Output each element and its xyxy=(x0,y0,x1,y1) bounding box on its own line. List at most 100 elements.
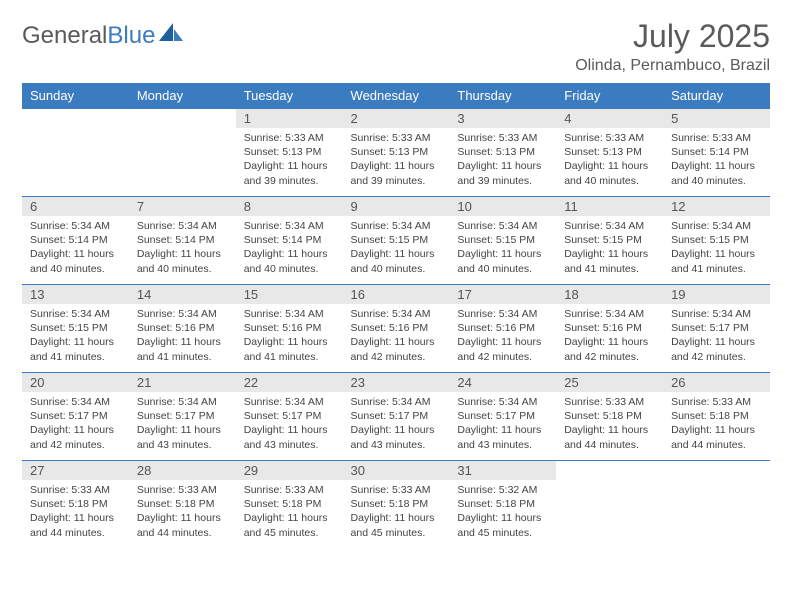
calendar-cell xyxy=(129,109,236,197)
calendar-cell: 12Sunrise: 5:34 AMSunset: 5:15 PMDayligh… xyxy=(663,197,770,285)
day-number: 11 xyxy=(556,197,663,216)
day-body: Sunrise: 5:34 AMSunset: 5:17 PMDaylight:… xyxy=(129,392,236,456)
day-number: 29 xyxy=(236,461,343,480)
weekday-header: Monday xyxy=(129,83,236,109)
day-body: Sunrise: 5:34 AMSunset: 5:15 PMDaylight:… xyxy=(663,216,770,280)
day-body: Sunrise: 5:34 AMSunset: 5:17 PMDaylight:… xyxy=(236,392,343,456)
day-body: Sunrise: 5:33 AMSunset: 5:18 PMDaylight:… xyxy=(343,480,450,544)
weekday-header: Thursday xyxy=(449,83,556,109)
day-number: 23 xyxy=(343,373,450,392)
day-body: Sunrise: 5:34 AMSunset: 5:16 PMDaylight:… xyxy=(343,304,450,368)
day-number: 7 xyxy=(129,197,236,216)
calendar-cell: 10Sunrise: 5:34 AMSunset: 5:15 PMDayligh… xyxy=(449,197,556,285)
day-number xyxy=(22,109,129,113)
weekday-header: Saturday xyxy=(663,83,770,109)
day-number xyxy=(129,109,236,113)
day-body: Sunrise: 5:32 AMSunset: 5:18 PMDaylight:… xyxy=(449,480,556,544)
day-number: 13 xyxy=(22,285,129,304)
calendar-cell: 3Sunrise: 5:33 AMSunset: 5:13 PMDaylight… xyxy=(449,109,556,197)
day-body: Sunrise: 5:34 AMSunset: 5:15 PMDaylight:… xyxy=(449,216,556,280)
calendar-cell: 17Sunrise: 5:34 AMSunset: 5:16 PMDayligh… xyxy=(449,285,556,373)
calendar-week-row: 6Sunrise: 5:34 AMSunset: 5:14 PMDaylight… xyxy=(22,197,770,285)
calendar-week-row: 27Sunrise: 5:33 AMSunset: 5:18 PMDayligh… xyxy=(22,461,770,549)
day-body: Sunrise: 5:34 AMSunset: 5:17 PMDaylight:… xyxy=(343,392,450,456)
day-number: 31 xyxy=(449,461,556,480)
day-number: 28 xyxy=(129,461,236,480)
day-body: Sunrise: 5:34 AMSunset: 5:15 PMDaylight:… xyxy=(343,216,450,280)
day-body: Sunrise: 5:34 AMSunset: 5:15 PMDaylight:… xyxy=(556,216,663,280)
day-number: 10 xyxy=(449,197,556,216)
weekday-header: Sunday xyxy=(22,83,129,109)
calendar-cell: 16Sunrise: 5:34 AMSunset: 5:16 PMDayligh… xyxy=(343,285,450,373)
day-body: Sunrise: 5:34 AMSunset: 5:16 PMDaylight:… xyxy=(236,304,343,368)
day-number: 1 xyxy=(236,109,343,128)
calendar-cell: 11Sunrise: 5:34 AMSunset: 5:15 PMDayligh… xyxy=(556,197,663,285)
day-number: 9 xyxy=(343,197,450,216)
day-number: 2 xyxy=(343,109,450,128)
day-number: 30 xyxy=(343,461,450,480)
calendar-cell: 30Sunrise: 5:33 AMSunset: 5:18 PMDayligh… xyxy=(343,461,450,549)
calendar-head: SundayMondayTuesdayWednesdayThursdayFrid… xyxy=(22,83,770,109)
calendar-cell: 9Sunrise: 5:34 AMSunset: 5:15 PMDaylight… xyxy=(343,197,450,285)
day-number: 26 xyxy=(663,373,770,392)
day-number xyxy=(663,461,770,465)
day-number: 16 xyxy=(343,285,450,304)
day-body: Sunrise: 5:34 AMSunset: 5:16 PMDaylight:… xyxy=(129,304,236,368)
day-number: 3 xyxy=(449,109,556,128)
day-number: 15 xyxy=(236,285,343,304)
day-number: 12 xyxy=(663,197,770,216)
calendar-cell: 13Sunrise: 5:34 AMSunset: 5:15 PMDayligh… xyxy=(22,285,129,373)
calendar-body: 1Sunrise: 5:33 AMSunset: 5:13 PMDaylight… xyxy=(22,109,770,549)
day-body: Sunrise: 5:33 AMSunset: 5:14 PMDaylight:… xyxy=(663,128,770,192)
month-title: July 2025 xyxy=(575,18,770,55)
calendar-cell: 15Sunrise: 5:34 AMSunset: 5:16 PMDayligh… xyxy=(236,285,343,373)
calendar-cell: 7Sunrise: 5:34 AMSunset: 5:14 PMDaylight… xyxy=(129,197,236,285)
day-number: 4 xyxy=(556,109,663,128)
day-body: Sunrise: 5:33 AMSunset: 5:18 PMDaylight:… xyxy=(236,480,343,544)
calendar-cell: 14Sunrise: 5:34 AMSunset: 5:16 PMDayligh… xyxy=(129,285,236,373)
calendar-cell: 18Sunrise: 5:34 AMSunset: 5:16 PMDayligh… xyxy=(556,285,663,373)
weekday-header: Wednesday xyxy=(343,83,450,109)
day-body: Sunrise: 5:34 AMSunset: 5:16 PMDaylight:… xyxy=(449,304,556,368)
day-body: Sunrise: 5:33 AMSunset: 5:13 PMDaylight:… xyxy=(343,128,450,192)
day-body: Sunrise: 5:34 AMSunset: 5:15 PMDaylight:… xyxy=(22,304,129,368)
calendar-cell: 1Sunrise: 5:33 AMSunset: 5:13 PMDaylight… xyxy=(236,109,343,197)
day-number: 18 xyxy=(556,285,663,304)
day-number: 14 xyxy=(129,285,236,304)
calendar-table: SundayMondayTuesdayWednesdayThursdayFrid… xyxy=(22,83,770,549)
day-number xyxy=(556,461,663,465)
day-body: Sunrise: 5:34 AMSunset: 5:17 PMDaylight:… xyxy=(449,392,556,456)
calendar-cell xyxy=(556,461,663,549)
calendar-cell: 20Sunrise: 5:34 AMSunset: 5:17 PMDayligh… xyxy=(22,373,129,461)
day-body: Sunrise: 5:33 AMSunset: 5:18 PMDaylight:… xyxy=(663,392,770,456)
calendar-cell: 2Sunrise: 5:33 AMSunset: 5:13 PMDaylight… xyxy=(343,109,450,197)
calendar-cell: 31Sunrise: 5:32 AMSunset: 5:18 PMDayligh… xyxy=(449,461,556,549)
calendar-cell: 19Sunrise: 5:34 AMSunset: 5:17 PMDayligh… xyxy=(663,285,770,373)
weekday-header: Friday xyxy=(556,83,663,109)
day-number: 20 xyxy=(22,373,129,392)
day-number: 27 xyxy=(22,461,129,480)
day-body: Sunrise: 5:34 AMSunset: 5:16 PMDaylight:… xyxy=(556,304,663,368)
day-body: Sunrise: 5:34 AMSunset: 5:14 PMDaylight:… xyxy=(129,216,236,280)
day-body: Sunrise: 5:33 AMSunset: 5:18 PMDaylight:… xyxy=(22,480,129,544)
day-number: 8 xyxy=(236,197,343,216)
day-body: Sunrise: 5:34 AMSunset: 5:17 PMDaylight:… xyxy=(22,392,129,456)
calendar-cell: 24Sunrise: 5:34 AMSunset: 5:17 PMDayligh… xyxy=(449,373,556,461)
calendar-cell: 4Sunrise: 5:33 AMSunset: 5:13 PMDaylight… xyxy=(556,109,663,197)
calendar-cell: 28Sunrise: 5:33 AMSunset: 5:18 PMDayligh… xyxy=(129,461,236,549)
calendar-cell: 25Sunrise: 5:33 AMSunset: 5:18 PMDayligh… xyxy=(556,373,663,461)
calendar-cell: 22Sunrise: 5:34 AMSunset: 5:17 PMDayligh… xyxy=(236,373,343,461)
calendar-cell xyxy=(663,461,770,549)
day-number: 25 xyxy=(556,373,663,392)
day-body: Sunrise: 5:33 AMSunset: 5:18 PMDaylight:… xyxy=(129,480,236,544)
calendar-cell: 29Sunrise: 5:33 AMSunset: 5:18 PMDayligh… xyxy=(236,461,343,549)
calendar-week-row: 13Sunrise: 5:34 AMSunset: 5:15 PMDayligh… xyxy=(22,285,770,373)
day-body: Sunrise: 5:34 AMSunset: 5:17 PMDaylight:… xyxy=(663,304,770,368)
day-number: 5 xyxy=(663,109,770,128)
calendar-week-row: 20Sunrise: 5:34 AMSunset: 5:17 PMDayligh… xyxy=(22,373,770,461)
calendar-cell: 23Sunrise: 5:34 AMSunset: 5:17 PMDayligh… xyxy=(343,373,450,461)
day-number: 22 xyxy=(236,373,343,392)
calendar-cell: 21Sunrise: 5:34 AMSunset: 5:17 PMDayligh… xyxy=(129,373,236,461)
sail-icon xyxy=(159,22,185,50)
calendar-cell xyxy=(22,109,129,197)
